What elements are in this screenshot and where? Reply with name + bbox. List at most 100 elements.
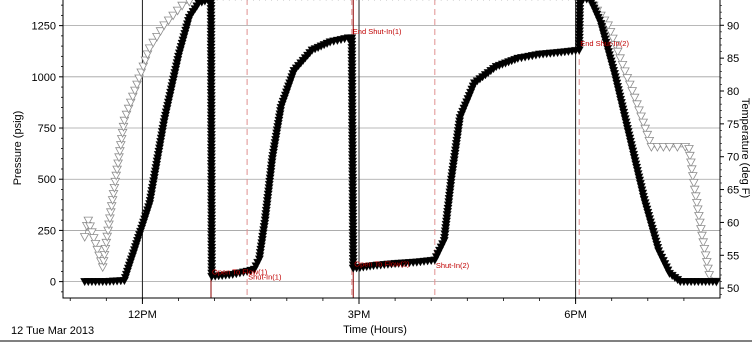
- pressure-marker: [581, 0, 586, 4]
- temperature-marker: [617, 61, 628, 70]
- event-annotation: End Shut-In(2): [580, 39, 629, 48]
- y-tick-label: 1000: [32, 72, 56, 84]
- pressure-series: [80, 0, 721, 287]
- temperature-marker: [685, 151, 695, 161]
- x-tick-label: 12PM: [128, 309, 157, 321]
- temperature-marker: [85, 222, 95, 232]
- temperature-marker: [696, 225, 706, 235]
- event-annotation: Open To Flow(1): [212, 267, 268, 276]
- event-annotation: Open To Flow(2): [354, 259, 410, 268]
- y-tick-label: 1250: [32, 21, 56, 33]
- temperature-marker: [608, 34, 618, 44]
- y2-tick-label: 65: [727, 185, 739, 197]
- temperature-marker: [695, 218, 705, 228]
- temperature-marker: [690, 192, 701, 202]
- temperature-marker: [652, 143, 663, 152]
- y2-tick-label: 75: [727, 119, 739, 131]
- temperature-marker: [90, 239, 101, 249]
- temperature-marker: [185, 0, 194, 7]
- y-tick-label: 0: [50, 277, 56, 289]
- temperature-marker: [92, 245, 103, 255]
- y-axis-title: Pressure (psig): [12, 111, 24, 186]
- temperature-marker: [691, 198, 702, 208]
- date-label: 12 Tue Mar 2013: [11, 325, 94, 337]
- temperature-marker: [603, 21, 613, 31]
- y2-tick-label: 60: [727, 217, 739, 229]
- temperature-marker: [684, 145, 694, 154]
- y-tick-label: 750: [38, 123, 56, 135]
- temperature-marker: [698, 238, 709, 248]
- temperature-marker: [610, 41, 621, 51]
- temperature-marker: [686, 158, 696, 168]
- temperature-marker: [644, 136, 655, 146]
- y2-tick-label: 80: [727, 86, 739, 98]
- temperature-marker: [664, 143, 675, 152]
- temperature-marker: [148, 38, 159, 48]
- temperature-marker: [672, 143, 683, 152]
- y-tick-label: 250: [38, 225, 56, 237]
- temperature-marker: [152, 33, 162, 42]
- temperature-marker: [88, 234, 99, 244]
- temperature-marker: [177, 1, 187, 11]
- x-axis-ticks: 12PM 3PM 6PM: [0, 298, 752, 342]
- temperature-marker: [79, 233, 90, 242]
- temperature-marker: [699, 244, 710, 254]
- temperature-marker: [694, 212, 704, 221]
- temperature-marker: [629, 93, 640, 103]
- y2-tick-label: 85: [727, 53, 739, 65]
- temperature-marker: [689, 185, 700, 195]
- temperature-marker: [704, 271, 715, 281]
- temperature-marker: [688, 178, 699, 188]
- pressure-marker: [577, 0, 582, 4]
- temperature-marker: [612, 47, 623, 57]
- x-axis-title: Time (Hours): [343, 324, 407, 336]
- x-tick-label: 3PM: [348, 309, 371, 321]
- temperature-marker: [692, 205, 703, 215]
- temperature-marker: [155, 27, 166, 37]
- temperature-marker: [646, 143, 657, 152]
- temperature-marker: [615, 54, 625, 64]
- y2-tick-label: 55: [727, 250, 739, 262]
- y-tick-label: 500: [38, 174, 56, 186]
- temperature-marker: [636, 112, 646, 122]
- temperature-marker: [632, 100, 642, 110]
- temperature-marker: [627, 87, 638, 97]
- event-annotations: Open To Flow(1)Shut-In(1) End Shut-In(1) O…: [212, 27, 629, 281]
- temperature-marker: [622, 74, 633, 83]
- x-tick-label: 6PM: [564, 309, 587, 321]
- temperature-marker: [605, 28, 616, 37]
- temperature-marker: [658, 143, 669, 152]
- event-annotation: Shut-In(1): [248, 272, 282, 281]
- temperature-marker: [624, 80, 635, 90]
- pressure-marker: [584, 0, 589, 4]
- temperature-marker: [703, 264, 713, 274]
- temperature-marker: [701, 258, 712, 267]
- temperature-series: [79, 0, 722, 287]
- temperature-marker: [83, 216, 94, 226]
- y2-tick-label: 70: [727, 152, 739, 164]
- y2-tick-label: 50: [727, 283, 739, 295]
- y-axis-ticks: 0 250 500 750 1000 1250: [32, 4, 63, 293]
- temperature-marker: [697, 231, 707, 241]
- temperature-marker: [163, 16, 174, 26]
- temperature-marker: [687, 172, 698, 182]
- temperature-marker: [686, 165, 697, 175]
- temperature-marker: [640, 124, 651, 134]
- temperature-marker: [638, 118, 649, 128]
- event-annotation: End Shut-In(1): [353, 27, 402, 36]
- pressure-marker: [711, 278, 721, 287]
- temperature-marker: [642, 130, 653, 140]
- temperature-marker: [168, 11, 178, 21]
- temperature-marker: [700, 251, 711, 261]
- temperature-marker: [159, 21, 169, 31]
- temperature-marker: [634, 106, 644, 116]
- temperature-marker: [94, 251, 104, 261]
- y2-axis-title: Temperature (deg F): [739, 98, 751, 198]
- temperature-marker: [172, 6, 183, 16]
- temperature-marker: [144, 44, 155, 54]
- temperature-marker: [87, 228, 97, 238]
- y2-axis-ticks: 50 55 60 65 70 75 80 85 90: [720, 5, 739, 295]
- event-annotation: Shut-In(2): [436, 261, 470, 270]
- y2-tick-label: 90: [727, 20, 739, 32]
